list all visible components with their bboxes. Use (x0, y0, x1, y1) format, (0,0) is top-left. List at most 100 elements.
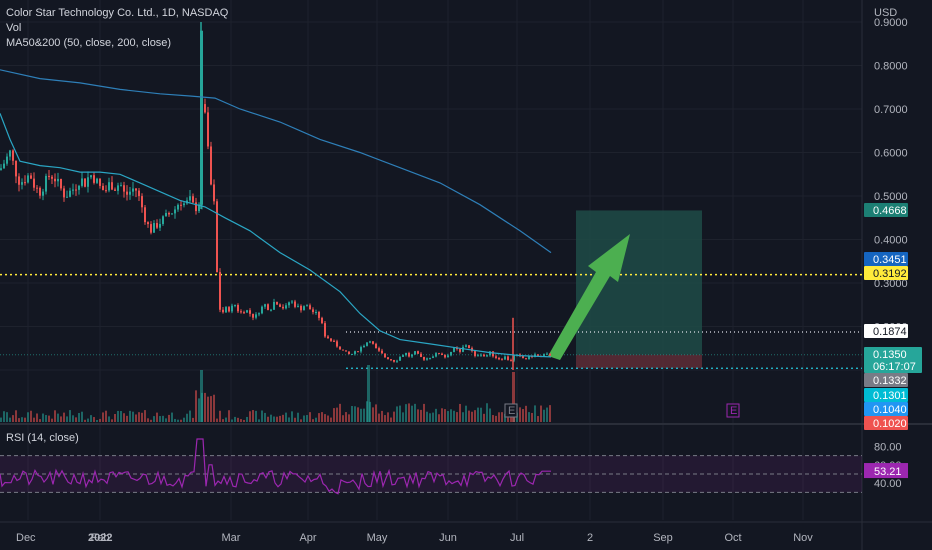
volume-bar (93, 417, 95, 422)
candle-body (51, 176, 53, 179)
volume-bar (273, 416, 275, 422)
volume-bar (423, 403, 425, 422)
candle-body (270, 309, 272, 311)
volume-bar (36, 413, 38, 422)
rsi-legend[interactable]: RSI (14, close) (6, 432, 79, 444)
candle-body (393, 359, 395, 362)
candle-body (441, 353, 443, 356)
candle-body (171, 213, 173, 215)
volume-bar (42, 413, 44, 422)
candle-body (303, 306, 305, 311)
volume-bar (204, 392, 206, 422)
volume-bar (123, 413, 125, 422)
volume-bar (510, 413, 512, 422)
candle-body (174, 209, 176, 214)
volume-bar (132, 411, 134, 422)
candle-body (345, 350, 347, 352)
candle-body (372, 341, 374, 344)
volume-bar (390, 417, 392, 422)
time-tick-label: Mar (222, 532, 241, 544)
candle-body (273, 301, 275, 310)
candle-body (120, 185, 122, 187)
volume-bar (258, 419, 260, 422)
volume-bar (438, 414, 440, 422)
volume-bar (345, 412, 347, 422)
volume-bar (504, 413, 506, 422)
volume-bar (216, 418, 218, 422)
volume-bar (411, 405, 413, 422)
volume-bar (495, 415, 497, 422)
volume-legend[interactable]: Vol (6, 22, 22, 34)
candle-body (522, 355, 524, 359)
price-tag-hline (864, 266, 908, 280)
earnings-marker (726, 403, 740, 418)
candle-body (432, 356, 434, 358)
candle-body (279, 304, 281, 307)
candle-body (219, 272, 221, 310)
rsi-line (0, 438, 551, 495)
volume-bar (297, 412, 299, 422)
price-tick-label: 0.3000 (874, 278, 908, 290)
price-tag-label: 0.1301 (873, 390, 907, 402)
candle-body (357, 351, 359, 353)
chart-title[interactable]: Color Star Technology Co. Ltd., 1D, NASD… (6, 7, 229, 19)
earnings-marker (504, 403, 518, 418)
rsi-tick-label: 40.00 (874, 478, 902, 490)
candle-body (144, 207, 146, 223)
candle-body (420, 353, 422, 357)
volume-bar (417, 409, 419, 422)
ma-legend[interactable]: MA50&200 (50, close, 200, close) (6, 37, 172, 49)
candle-body (54, 178, 56, 182)
candle-body (330, 338, 332, 341)
volume-bar (99, 418, 101, 422)
candle-body (267, 304, 269, 310)
candle-body (378, 348, 380, 351)
time-tick-label: 2022 (88, 532, 112, 544)
volume-bar (207, 396, 209, 422)
candle-body (36, 187, 38, 189)
candle-body (408, 353, 410, 357)
price-tag-last (864, 347, 922, 373)
volume-bar (444, 409, 446, 422)
candle-body (141, 196, 143, 208)
volume-bar (348, 414, 350, 422)
candle-body (162, 216, 164, 224)
volume-bar (177, 419, 179, 422)
volume-bar (351, 406, 353, 422)
volume-bar (66, 416, 68, 422)
candle-body (549, 353, 551, 356)
earnings-label: E (730, 405, 737, 417)
candle-body (507, 356, 509, 361)
candle-body (213, 184, 215, 202)
volume-bar (432, 412, 434, 422)
candle-body (306, 305, 308, 307)
chart-overlays (0, 210, 862, 369)
volume-bar (546, 407, 548, 422)
candle-body (492, 351, 494, 357)
candle-body (138, 190, 140, 197)
volume-bar (18, 418, 20, 422)
rsi-pane (0, 438, 862, 495)
volume-bar (501, 412, 503, 422)
candle-body (114, 189, 116, 191)
volume-bar (435, 408, 437, 422)
price-tag-label: 0.3192 (873, 268, 907, 280)
price-tag-label: 0.1874 (873, 326, 907, 338)
volume-bar (126, 415, 128, 422)
candle-body (369, 341, 371, 343)
time-tick-label: Dec (16, 532, 36, 544)
volume-bar (294, 417, 296, 422)
volume-bar (360, 408, 362, 422)
price-axis[interactable]: 0.9000 0.8000 0.7000 0.6000 0.5000 0.4000 0.30… (864, 17, 922, 490)
volume-bar (309, 412, 311, 422)
volume-bar (75, 417, 77, 422)
volume-bar (468, 410, 470, 422)
volume-bar (372, 407, 374, 422)
volume-bar (63, 412, 65, 422)
volume-bar (402, 412, 404, 422)
ma200-line (0, 69, 552, 254)
candle-body (351, 353, 353, 355)
volume-bar (141, 412, 143, 422)
